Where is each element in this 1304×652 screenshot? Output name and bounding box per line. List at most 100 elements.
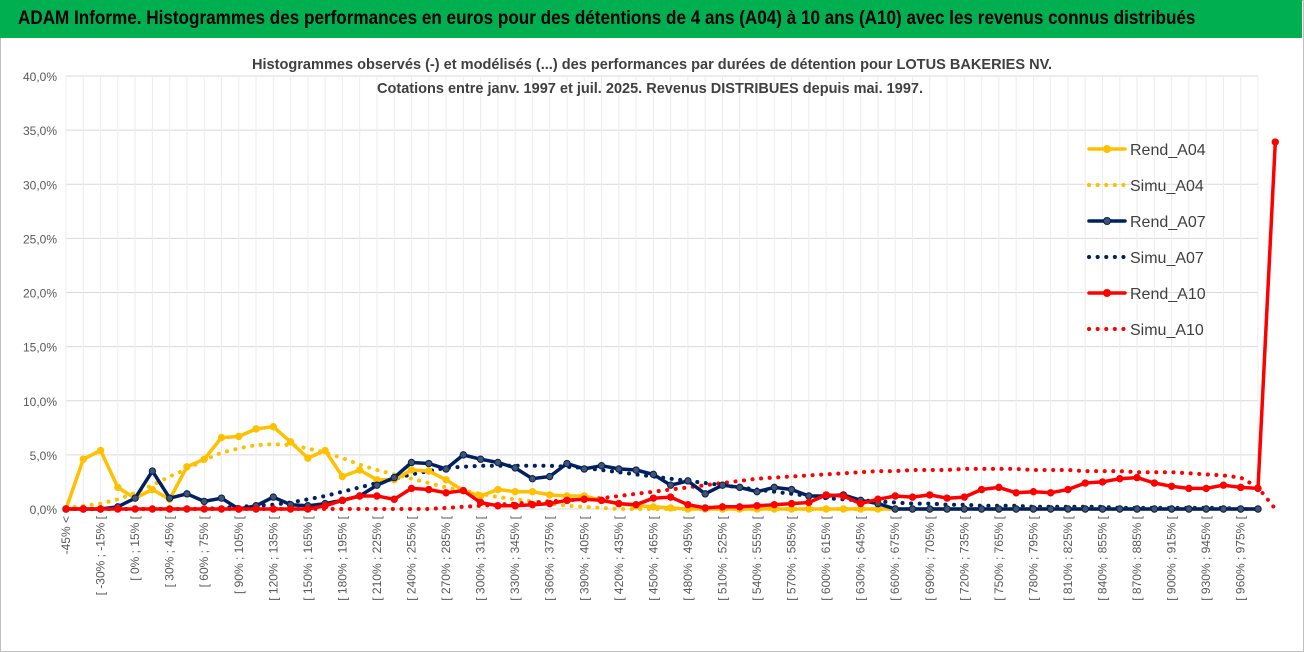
x-tick-label: [ 150% ; 165% [ <box>301 515 315 600</box>
data-point <box>580 465 588 473</box>
x-tick-label: [ 420% ; 435% [ <box>612 515 626 600</box>
data-point <box>217 494 226 502</box>
legend-marker <box>1103 289 1111 297</box>
data-point <box>822 491 830 499</box>
report-header: ADAM Informe. Histogrammes des performan… <box>0 0 1302 38</box>
data-point <box>1029 487 1038 496</box>
legend-item: Rend_A04 <box>1087 142 1206 159</box>
data-point <box>1081 505 1089 513</box>
data-point <box>235 505 243 513</box>
data-point <box>977 485 986 494</box>
x-tick-label: [ 540% ; 555% [ <box>750 515 764 600</box>
x-tick-label: [ 630% ; 645% [ <box>854 515 868 600</box>
data-point <box>1254 484 1262 493</box>
data-point <box>1185 484 1193 493</box>
data-point <box>874 495 882 503</box>
data-point <box>200 505 208 513</box>
data-point <box>425 485 433 494</box>
data-point <box>649 503 658 511</box>
data-point <box>476 498 485 507</box>
data-point <box>1029 505 1038 513</box>
data-point <box>926 505 934 513</box>
data-point <box>269 505 278 513</box>
legend-item: Simu_A04 <box>1087 178 1204 195</box>
data-point <box>407 466 416 474</box>
legend-label: Simu_A07 <box>1130 250 1204 267</box>
data-point <box>546 491 554 499</box>
data-point <box>528 500 537 509</box>
data-point <box>96 505 105 513</box>
y-axis-ticks: 0,0% 5,0% 10,0% 15,0% 20,0% 25,0% 30,0% 35,0% 40… <box>23 70 57 517</box>
x-tick-label: [ 90% ; 105% [ <box>232 515 246 594</box>
data-point <box>183 490 191 498</box>
data-point <box>1237 505 1245 513</box>
data-point <box>1254 505 1262 513</box>
x-tick-label: [ 810% ; 825% [ <box>1061 515 1075 600</box>
legend-marker <box>1103 145 1111 153</box>
data-point <box>165 494 174 502</box>
data-point <box>425 467 433 475</box>
data-point <box>269 423 278 431</box>
legend-item: Simu_A10 <box>1087 322 1204 339</box>
chart-subtitle: Cotations entre janv. 1997 et juil. 2025… <box>377 80 923 97</box>
x-tick-label: [ 690% ; 705% [ <box>923 515 937 600</box>
chart-legend: Rend_A04 Simu_A04 Rend_A07 Simu_A07 Rend_A10… <box>1087 142 1206 339</box>
data-point <box>200 455 208 463</box>
data-point <box>666 493 675 501</box>
data-point <box>459 451 468 459</box>
data-point <box>1046 489 1055 497</box>
data-point <box>373 492 381 500</box>
y-tick-label: 40,0% <box>23 70 57 84</box>
data-point <box>217 433 226 442</box>
data-point <box>908 493 917 501</box>
legend-label: Simu_A04 <box>1130 178 1204 195</box>
data-point <box>684 477 692 485</box>
x-tick-label: [ 360% ; 375% [ <box>543 515 557 600</box>
x-tick-label: [ 930% ; 945% [ <box>1199 515 1213 600</box>
data-point <box>425 459 433 468</box>
data-point <box>183 505 191 513</box>
data-point <box>1046 505 1055 513</box>
data-point <box>1081 479 1089 487</box>
data-point <box>304 505 312 513</box>
y-tick-label: 5,0% <box>30 449 58 463</box>
data-point <box>908 505 917 513</box>
data-point <box>338 472 347 481</box>
data-point <box>183 463 191 471</box>
data-point <box>891 492 899 500</box>
data-point <box>615 499 623 508</box>
data-point <box>321 502 329 510</box>
data-point <box>304 454 312 462</box>
data-point <box>736 483 744 492</box>
data-point <box>684 500 692 509</box>
data-point <box>787 499 796 508</box>
data-point <box>666 481 675 489</box>
x-tick-label: [ 60% ; 75% [ <box>197 515 211 587</box>
x-tick-label: [ 720% ; 735% [ <box>957 515 971 600</box>
data-point <box>563 459 571 468</box>
data-point <box>563 496 571 505</box>
data-point <box>79 455 87 463</box>
data-point <box>390 495 398 503</box>
x-tick-label: [ 210% ; 225% [ <box>370 515 384 600</box>
data-point <box>1116 505 1124 513</box>
data-point <box>511 487 519 496</box>
data-point <box>494 502 502 510</box>
data-point <box>321 446 329 455</box>
x-tick-label: [ 330% ; 345% [ <box>508 515 522 600</box>
data-point <box>442 476 450 484</box>
data-point <box>615 465 623 473</box>
data-point <box>1098 505 1107 513</box>
y-tick-label: 20,0% <box>23 287 57 301</box>
data-point <box>1219 505 1228 513</box>
markers-rend-a10 <box>62 138 1279 513</box>
chart-title: Histogrammes observés (-) et modélisés (… <box>252 56 1052 73</box>
y-tick-label: 0,0% <box>30 503 58 517</box>
data-point <box>442 489 450 497</box>
data-point <box>546 472 554 481</box>
data-point <box>1150 479 1159 487</box>
data-point <box>666 504 675 512</box>
data-point <box>511 464 519 472</box>
x-tick-label: [ 270% ; 285% [ <box>439 515 453 600</box>
data-point <box>701 490 709 498</box>
